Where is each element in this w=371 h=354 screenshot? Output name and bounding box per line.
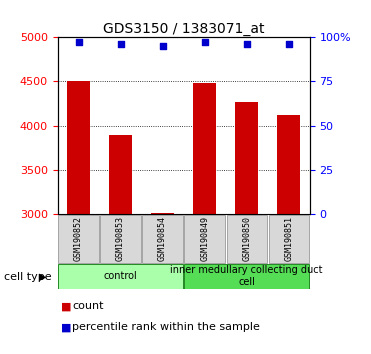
Bar xyxy=(58,264,183,289)
Point xyxy=(160,43,165,49)
Bar xyxy=(109,135,132,214)
Text: GSM190851: GSM190851 xyxy=(284,216,293,262)
Text: GSM190850: GSM190850 xyxy=(242,216,251,262)
Bar xyxy=(235,102,258,214)
Bar xyxy=(193,83,216,214)
Bar xyxy=(277,115,301,214)
Text: GSM190852: GSM190852 xyxy=(74,216,83,262)
Bar xyxy=(142,215,183,263)
Point xyxy=(244,41,250,47)
Bar xyxy=(151,213,174,214)
Bar xyxy=(101,215,141,263)
Text: GSM190853: GSM190853 xyxy=(116,216,125,262)
Point xyxy=(76,40,82,45)
Bar xyxy=(67,81,90,214)
Text: cell type: cell type xyxy=(4,272,51,282)
Text: GSM190854: GSM190854 xyxy=(158,216,167,262)
Text: inner medullary collecting duct
cell: inner medullary collecting duct cell xyxy=(170,265,323,287)
Bar xyxy=(184,264,309,289)
Bar xyxy=(269,215,309,263)
Text: GSM190849: GSM190849 xyxy=(200,216,209,262)
Bar xyxy=(184,215,225,263)
Text: ■: ■ xyxy=(61,322,72,332)
Bar xyxy=(58,215,99,263)
Text: ▶: ▶ xyxy=(39,272,46,282)
Text: percentile rank within the sample: percentile rank within the sample xyxy=(72,322,260,332)
Title: GDS3150 / 1383071_at: GDS3150 / 1383071_at xyxy=(103,22,265,36)
Bar xyxy=(227,215,267,263)
Text: count: count xyxy=(72,301,104,311)
Text: ■: ■ xyxy=(61,301,72,311)
Text: control: control xyxy=(104,271,137,281)
Point xyxy=(286,41,292,47)
Point xyxy=(202,40,208,45)
Point xyxy=(118,41,124,47)
